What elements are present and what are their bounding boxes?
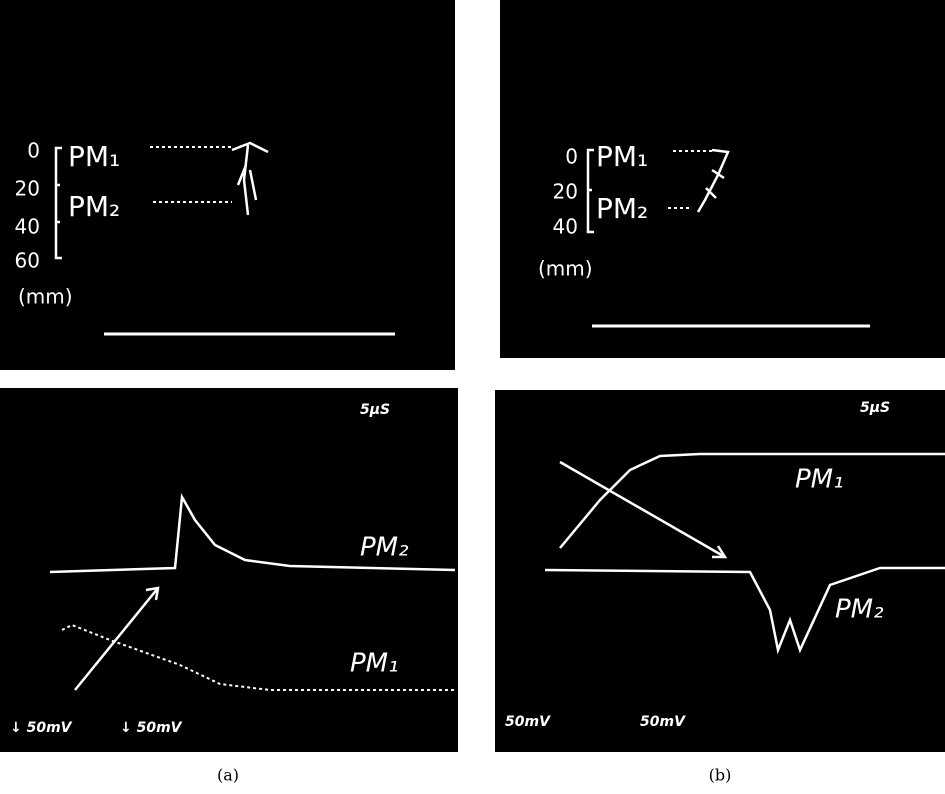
volt-scale: ↓ 50mV	[120, 720, 183, 736]
photo	[500, 0, 945, 358]
scale-bracket	[586, 148, 594, 234]
volt-scale: ↓ 50mV	[10, 720, 73, 736]
leader	[150, 146, 232, 203]
unit: (mm)	[538, 257, 593, 281]
trace-label: PM₁	[795, 465, 844, 495]
scale-tick: 0	[27, 139, 40, 163]
scale-tick: 40	[553, 215, 578, 239]
pm-label: PM₂	[68, 190, 120, 223]
streamer	[231, 141, 269, 216]
pm-label: PM₁	[596, 140, 648, 173]
trace-label: PM₁	[350, 649, 399, 679]
unit: (mm)	[18, 285, 73, 309]
time-scale: 5µS	[860, 400, 890, 416]
trace-label: PM₂	[360, 533, 409, 563]
photo	[0, 0, 455, 370]
trace	[559, 452, 945, 549]
trace	[49, 492, 456, 574]
trace	[61, 623, 455, 691]
caption: (b)	[709, 766, 732, 785]
pm-label: PM₂	[596, 192, 648, 225]
caption: (a)	[217, 766, 239, 785]
trace-label: PM₂	[835, 595, 884, 625]
arrow	[559, 460, 728, 559]
scale-tick: 40	[15, 215, 40, 239]
oscillogram	[0, 388, 458, 752]
scale-bracket	[54, 146, 62, 260]
scale-tick: 0	[565, 145, 578, 169]
scale-tick: 20	[553, 180, 578, 204]
trace	[544, 566, 945, 655]
streamer	[696, 148, 730, 213]
leader	[668, 150, 712, 209]
scale-tick: 20	[15, 177, 40, 201]
volt-scale: 50mV	[505, 714, 551, 730]
arrow	[74, 586, 160, 691]
time-scale: 5µS	[360, 402, 390, 418]
pm-label: PM₁	[68, 140, 120, 173]
volt-scale: 50mV	[640, 714, 686, 730]
scale-tick: 60	[15, 249, 40, 273]
